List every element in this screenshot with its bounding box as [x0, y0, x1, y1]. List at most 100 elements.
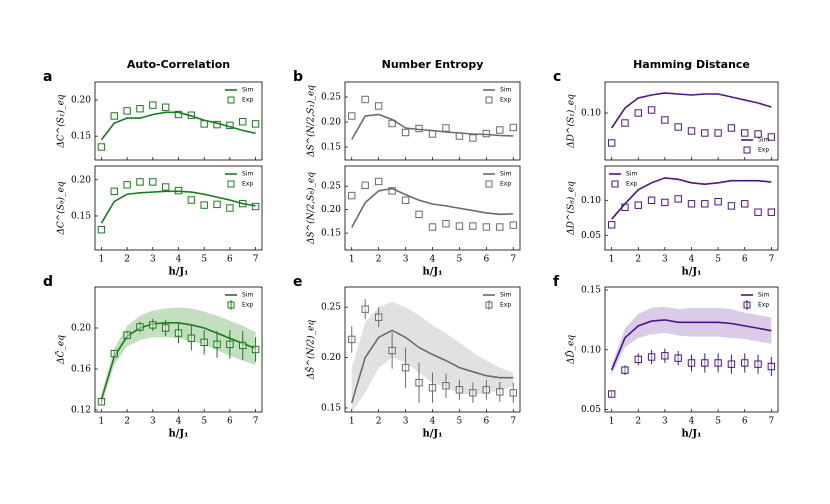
exp-marker: [401, 363, 410, 372]
exp-marker: [714, 129, 722, 137]
exp-marker: [674, 195, 682, 203]
exp-marker: [442, 220, 450, 228]
x-tick-label: 2: [376, 255, 382, 265]
plot-area: [97, 101, 260, 151]
exp-marker: [251, 120, 260, 128]
exp-marker: [187, 111, 196, 119]
exp-marker: [174, 186, 183, 195]
exp-marker: [714, 359, 722, 367]
exp-marker: [123, 331, 131, 339]
exp-marker: [428, 223, 437, 231]
exp-marker: [348, 191, 356, 200]
exp-marker: [97, 143, 106, 151]
exp-marker: [469, 222, 477, 230]
y-tick-label: 0.15: [71, 132, 91, 142]
x-tick-label: 6: [227, 417, 233, 427]
y-tick-label: 0.20: [71, 323, 91, 333]
x-tick-label: 2: [635, 255, 641, 265]
x-axis-label: h/J₁: [168, 429, 188, 440]
x-tick-label: 6: [483, 255, 489, 265]
x-tick-label: 7: [510, 417, 516, 427]
x-tick-label: 4: [176, 417, 182, 427]
exp-marker: [110, 112, 118, 120]
x-tick-label: 4: [689, 255, 695, 265]
exp-marker: [123, 181, 131, 189]
axes-frame: [344, 165, 521, 251]
panel-letter: e: [293, 274, 303, 290]
legend-label: Exp: [500, 97, 511, 104]
y-tick-label: 0.15: [321, 229, 341, 239]
exp-marker: [661, 198, 669, 207]
exp-marker: [415, 379, 423, 387]
x-tick-label: 1: [349, 417, 355, 427]
x-tick-label: 4: [689, 417, 695, 427]
x-tick-label: 2: [124, 255, 130, 265]
x-tick-label: 1: [609, 417, 615, 427]
exp-marker: [200, 338, 208, 347]
y-tick-label: 0.15: [321, 403, 341, 413]
exp-marker: [251, 202, 260, 211]
exp-marker: [469, 134, 477, 142]
y-axis-label: ΔD^(S₈)_eq: [566, 181, 577, 236]
exp-marker: [213, 200, 221, 209]
exp-marker: [442, 382, 450, 390]
exp-marker: [415, 124, 423, 133]
exp-marker: [361, 95, 369, 104]
y-axis-label: ΔC̄_eq: [55, 335, 67, 365]
exp-marker: [661, 352, 669, 360]
plot-area: [97, 178, 260, 234]
y-tick-label: 0.20: [321, 118, 341, 128]
exp-marker: [674, 354, 682, 362]
exp-marker: [496, 126, 504, 134]
exp-marker: [415, 210, 423, 219]
y-axis-label: ΔS^(N/2,S₁)_eq: [306, 85, 317, 158]
x-tick-label: 4: [430, 417, 436, 427]
exp-marker: [200, 120, 208, 128]
panel-title: Hamming Distance: [633, 58, 750, 71]
panel-letter: b: [293, 69, 303, 85]
legend-label: Sim: [500, 87, 511, 94]
sim-line: [351, 113, 514, 140]
legend-label: Exp: [500, 302, 511, 309]
exp-marker: [239, 118, 247, 126]
x-tick-label: 1: [349, 255, 355, 265]
exp-marker: [361, 181, 369, 189]
x-tick-label: 5: [201, 255, 207, 265]
exp-marker: [701, 129, 709, 137]
exp-marker: [455, 386, 464, 394]
exp-marker: [509, 221, 517, 229]
exp-marker: [741, 359, 749, 367]
y-axis-label: ΔS^(N/2,S₈)_eq: [306, 172, 317, 245]
exp-marker: [509, 123, 517, 132]
legend-marker: [611, 180, 619, 188]
y-axis-label: ΔD̄_eq: [565, 335, 577, 366]
exp-marker: [767, 208, 776, 216]
plot-area: [348, 299, 517, 412]
exp-marker: [621, 366, 629, 374]
exp-marker: [374, 177, 383, 186]
exp-marker: [754, 130, 762, 138]
x-tick-label: 1: [99, 255, 105, 265]
x-tick-label: 5: [457, 255, 463, 265]
y-tick-label: 0.25: [321, 93, 341, 103]
y-axis-label: ΔD^(S₁)_eq: [566, 94, 577, 149]
y-axis-label: ΔC^(S₈)_eq: [56, 181, 67, 236]
y-tick-label: 0.15: [321, 143, 341, 153]
exp-marker: [187, 334, 196, 342]
exp-marker: [174, 329, 183, 337]
y-tick-label: 0.10: [581, 345, 601, 355]
plot-area: [607, 92, 776, 147]
exp-marker: [374, 102, 383, 110]
exp-marker: [607, 221, 616, 229]
sim-line: [100, 111, 256, 141]
exp-marker: [687, 200, 696, 208]
exp-marker: [727, 124, 736, 132]
exp-marker: [251, 345, 260, 354]
exp-marker: [348, 335, 356, 344]
exp-marker: [509, 389, 517, 397]
exp-marker: [149, 178, 157, 186]
x-tick-label: 7: [510, 255, 516, 265]
x-tick-label: 4: [430, 255, 436, 265]
exp-marker: [213, 340, 221, 349]
exp-marker: [161, 324, 170, 332]
